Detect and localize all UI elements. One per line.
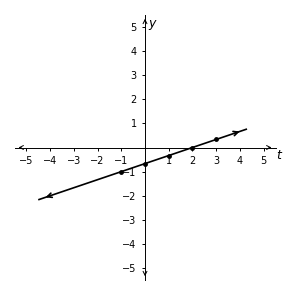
Text: y: y [148, 17, 156, 30]
Text: t: t [277, 149, 282, 162]
